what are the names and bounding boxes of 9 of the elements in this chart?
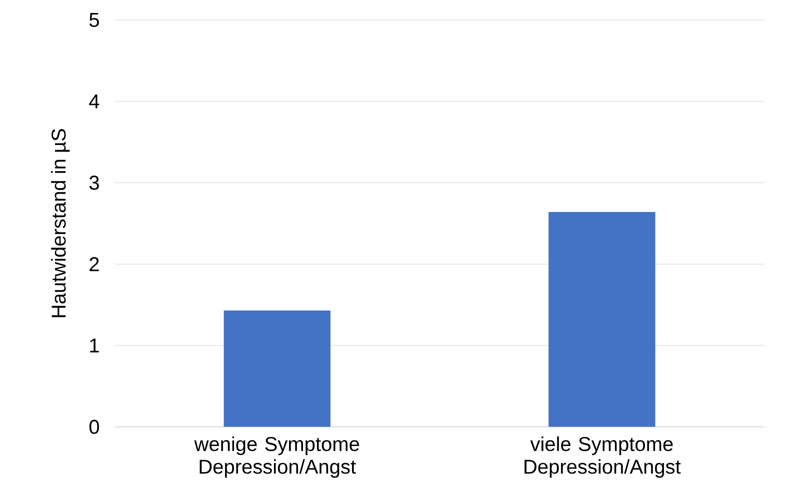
y-tick-label: 5 <box>89 12 99 27</box>
y-tick-label: 4 <box>89 94 100 108</box>
x-tick-label: viele Symptome Depression/Angst <box>524 436 681 478</box>
x-tick-label: wenige Symptome Depression/Angst <box>194 436 360 478</box>
y-tick-label: 2 <box>90 257 99 271</box>
y-tick-label: 3 <box>89 176 99 190</box>
y-tick-label: 0 <box>89 420 99 434</box>
y-axis-title: Hautwiderstand in µS <box>51 129 70 317</box>
y-tick-label: 1 <box>90 338 99 352</box>
